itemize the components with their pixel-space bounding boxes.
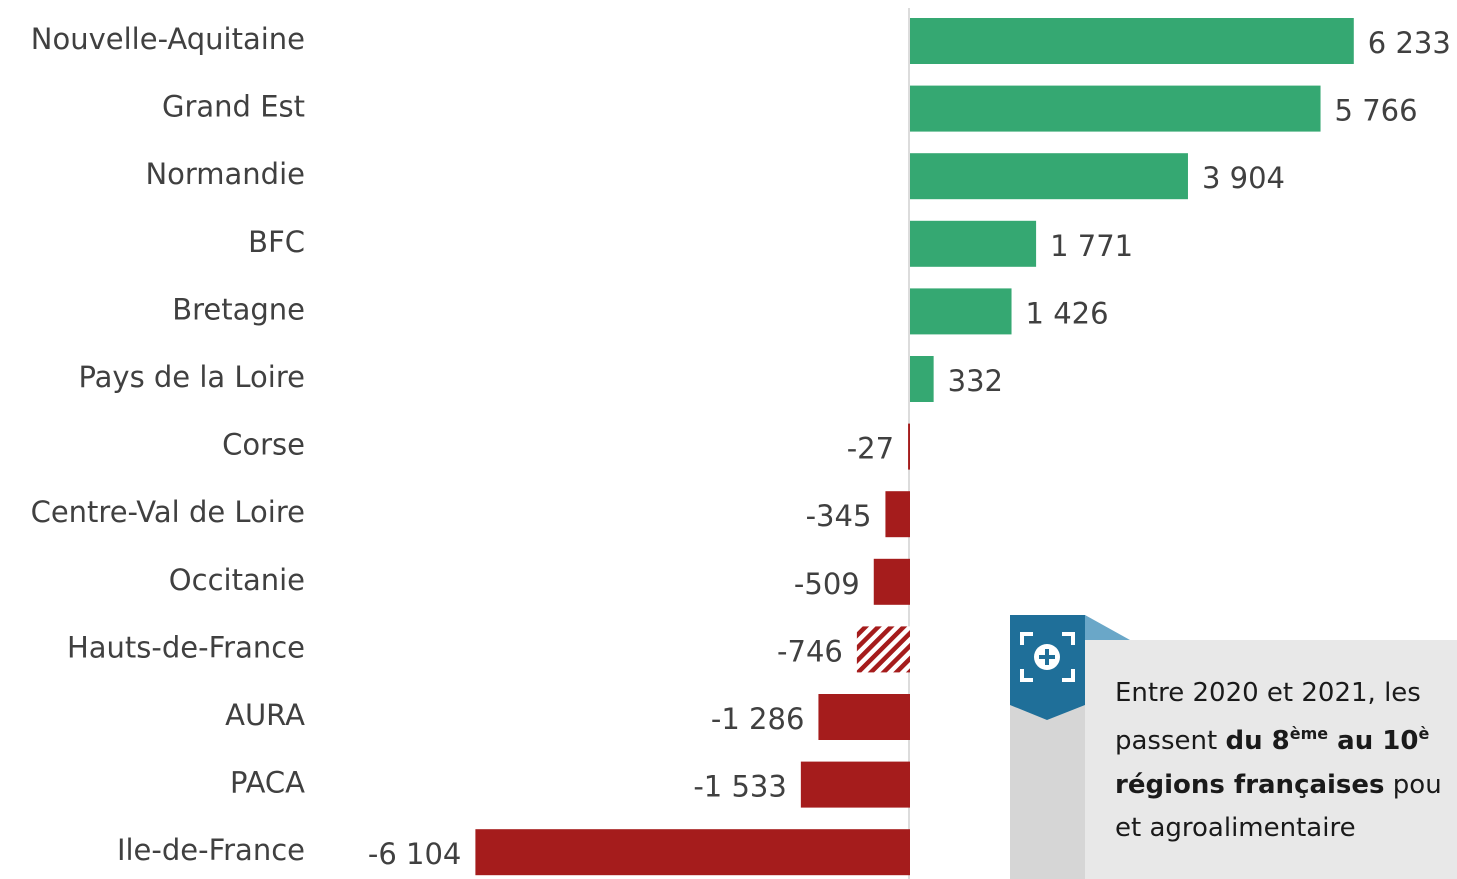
bar	[818, 694, 910, 740]
category-label: AURA	[225, 698, 305, 732]
callout-run: è	[1418, 724, 1429, 743]
value-label: 1 771	[1050, 229, 1133, 263]
category-label: Pays de la Loire	[78, 360, 305, 394]
category-label: Centre-Val de Loire	[31, 495, 305, 529]
callout-run: Entre 2020 et 2021, les	[1115, 678, 1421, 708]
bar	[856, 626, 910, 673]
value-label: -1 533	[693, 770, 787, 804]
callout-text: et agroalimentaire	[1115, 813, 1356, 843]
bar	[910, 18, 1354, 64]
category-label: Occitanie	[169, 563, 305, 597]
value-label: -27	[847, 432, 894, 466]
category-label: Normandie	[145, 157, 305, 191]
callout-text: Entre 2020 et 2021, les	[1115, 678, 1421, 708]
bar	[910, 153, 1188, 200]
bar	[885, 491, 910, 538]
callout-run: régions françaises	[1115, 770, 1385, 800]
category-label: Nouvelle-Aquitaine	[31, 22, 305, 56]
bar	[910, 356, 934, 402]
category-label: PACA	[230, 766, 305, 800]
value-label: -1 286	[711, 702, 805, 736]
value-label: 3 904	[1202, 161, 1285, 195]
bar	[800, 761, 910, 808]
category-label: Hauts-de-France	[67, 630, 305, 664]
category-label: Grand Est	[162, 90, 305, 124]
value-label: -746	[777, 634, 843, 668]
callout-run: au 10	[1328, 726, 1418, 756]
value-label: 5 766	[1335, 94, 1418, 128]
bar	[908, 423, 910, 470]
bar	[910, 85, 1321, 132]
callout-text: régions françaises pou	[1115, 770, 1442, 800]
callout-strip	[1010, 700, 1085, 879]
value-label: -509	[794, 567, 860, 601]
callout-fold	[1085, 615, 1130, 640]
bar	[910, 288, 1012, 335]
callout-text: passent du 8ème au 10è	[1115, 724, 1429, 755]
callout: Entre 2020 et 2021, les passent du 8ème a…	[1010, 615, 1457, 879]
callout-run: du 8	[1225, 726, 1289, 756]
bar	[910, 220, 1037, 267]
bar	[873, 558, 910, 605]
value-label: -345	[806, 499, 872, 533]
bar	[475, 829, 910, 876]
callout-run: pou	[1385, 770, 1442, 800]
category-label: Bretagne	[172, 292, 305, 326]
category-label: BFC	[248, 225, 305, 259]
category-label: Ile-de-France	[117, 833, 305, 867]
value-label: 6 233	[1368, 26, 1451, 60]
callout-run: passent	[1115, 726, 1225, 756]
category-label: Corse	[222, 428, 305, 462]
callout-run: et agroalimentaire	[1115, 813, 1356, 843]
callout-run: ème	[1290, 724, 1329, 743]
value-label: 332	[948, 364, 1003, 398]
value-label: -6 104	[368, 837, 462, 871]
callout-icon	[1020, 632, 1075, 682]
value-label: 1 426	[1026, 296, 1109, 330]
